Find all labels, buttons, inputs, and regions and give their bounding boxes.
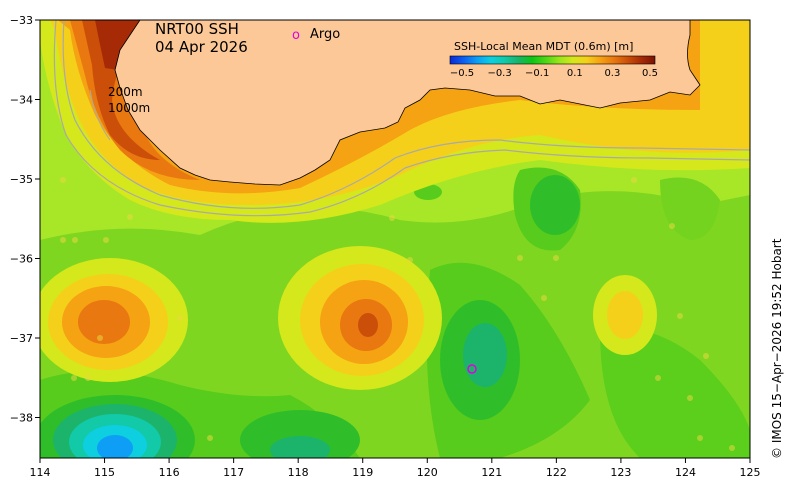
obs-point — [389, 215, 395, 221]
isobath-label-1000m: 1000m — [108, 101, 150, 115]
obs-point — [669, 223, 675, 229]
x-tick-label: 120 — [417, 466, 438, 479]
credit-text: © IMOS 15−Apr−2026 19:52 Hobart — [770, 238, 784, 459]
obs-point — [553, 255, 559, 261]
obs-point — [729, 445, 735, 451]
obs-point — [407, 257, 413, 263]
obs-point — [71, 375, 77, 381]
x-tick-label: 116 — [159, 466, 180, 479]
obs-point — [207, 435, 213, 441]
y-axis-ticks: −33 −34 −35 −36 −37 −38 — [10, 14, 40, 425]
x-tick-label: 117 — [223, 466, 244, 479]
y-tick-label: −35 — [10, 173, 33, 186]
ssh-high-west-4 — [78, 300, 130, 344]
obs-point — [631, 177, 637, 183]
colorbar-tick-label: 0.5 — [642, 68, 658, 79]
obs-point — [97, 335, 103, 341]
obs-point — [127, 214, 133, 220]
obs-point — [703, 353, 709, 359]
obs-point — [541, 295, 547, 301]
colorbar-tick-label: −0.1 — [525, 68, 549, 79]
obs-point — [687, 395, 693, 401]
x-tick-label: 124 — [675, 466, 696, 479]
isobath-inner — [89, 89, 111, 141]
argo-legend-label: Argo — [310, 27, 340, 42]
colorbar-tick-label: −0.5 — [450, 68, 474, 79]
obs-point — [103, 237, 109, 243]
obs-point — [697, 435, 703, 441]
y-tick-label: −34 — [10, 94, 33, 107]
ssh-contour-deep-green-3 — [530, 175, 580, 235]
obs-point — [72, 237, 78, 243]
colorbar-ticks: −0.5 −0.3 −0.1 0.1 0.3 0.5 — [450, 68, 658, 79]
obs-point — [677, 313, 683, 319]
colorbar-label: SSH-Local Mean MDT (0.6m) [m] — [454, 40, 633, 53]
isobath-label-200m: 200m — [108, 85, 143, 99]
ssh-contour-green-e2 — [660, 177, 720, 240]
y-tick-label: −36 — [10, 253, 33, 266]
ssh-contour-green-se — [600, 328, 750, 458]
obs-point — [655, 375, 661, 381]
map-plot-area — [40, 20, 750, 458]
observation-points — [60, 177, 735, 451]
ssh-coastal-band-red — [82, 20, 160, 160]
ssh-high-central-5 — [358, 313, 378, 337]
map-title-line2: 04 Apr 2026 — [155, 38, 248, 56]
x-tick-label: 115 — [94, 466, 115, 479]
colorbar-tick-label: 0.1 — [567, 68, 583, 79]
y-tick-label: −33 — [10, 14, 33, 27]
ssh-contour-deep-green-2 — [240, 410, 360, 458]
y-tick-label: −38 — [10, 412, 33, 425]
map-title-line1: NRT00 SSH — [155, 20, 239, 38]
ssh-low-ring-5 — [97, 435, 133, 458]
ssh-contour-teal-2 — [270, 436, 330, 458]
plot-frame — [39, 19, 751, 459]
obs-point — [60, 237, 66, 243]
isobath-1000m — [53, 20, 750, 217]
ssh-high-east-2 — [607, 291, 643, 339]
colorbar: SSH-Local Mean MDT (0.6m) [m] −0.5 −0.3 −0… — [449, 40, 658, 79]
isobath-200m — [62, 20, 750, 209]
x-tick-label: 122 — [546, 466, 567, 479]
x-tick-label: 123 — [610, 466, 631, 479]
x-tick-label: 125 — [740, 466, 761, 479]
obs-point — [85, 375, 91, 381]
ssh-contour-teal-1 — [463, 323, 507, 387]
x-tick-label: 119 — [352, 466, 373, 479]
argo-float-marker — [467, 364, 477, 374]
argo-legend-symbol: o — [292, 28, 300, 43]
x-axis-ticks: 114 115 116 117 118 119 120 121 122 123 124 125 — [30, 458, 761, 479]
obs-point — [60, 177, 66, 183]
x-tick-label: 118 — [288, 466, 309, 479]
obs-point — [177, 315, 183, 321]
colorbar-tick-label: −0.3 — [487, 68, 511, 79]
obs-point — [517, 255, 523, 261]
colorbar-tick-label: 0.3 — [604, 68, 620, 79]
x-tick-label: 114 — [30, 466, 51, 479]
x-tick-label: 121 — [481, 466, 502, 479]
colorbar-bar — [449, 55, 656, 65]
y-tick-label: −37 — [10, 332, 33, 345]
